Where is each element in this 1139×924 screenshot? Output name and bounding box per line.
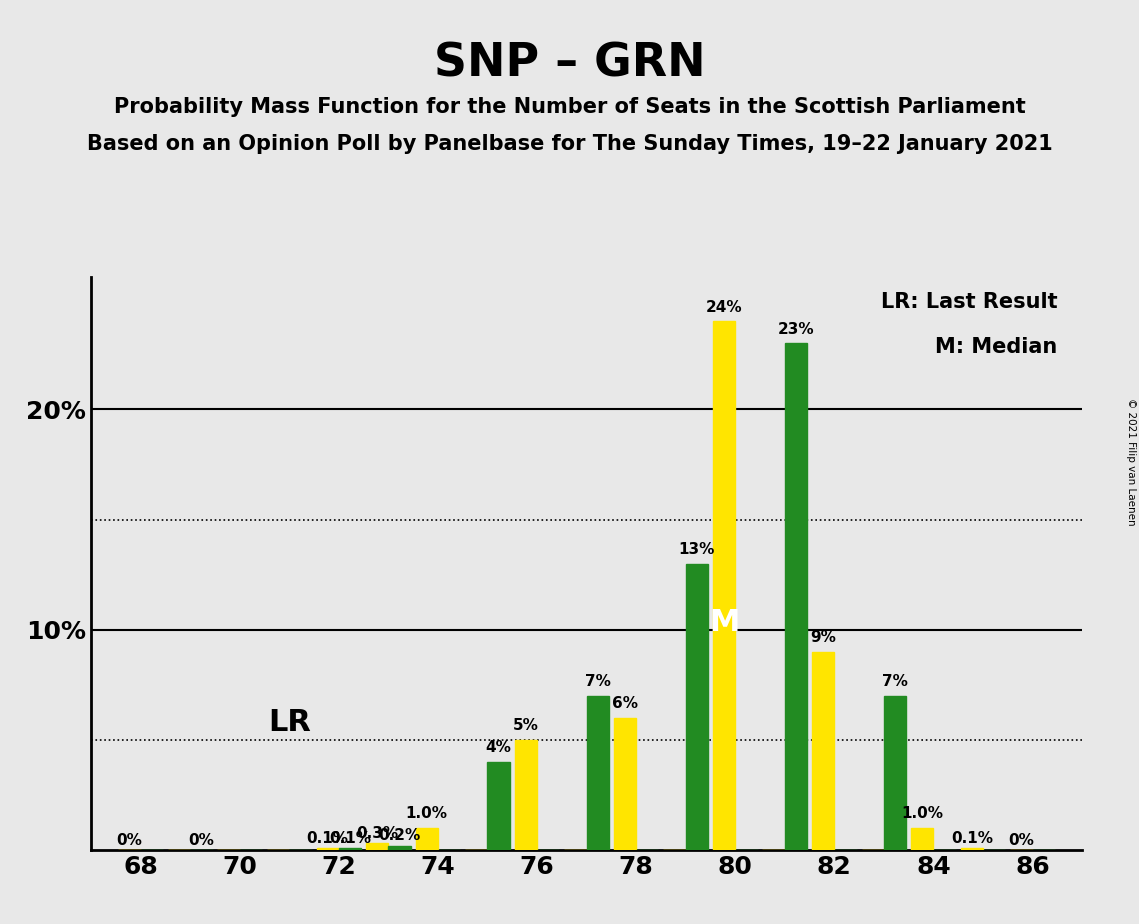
Text: 0.1%: 0.1%	[951, 831, 993, 845]
Bar	[366, 844, 388, 850]
Text: © 2021 Filip van Laenen: © 2021 Filip van Laenen	[1126, 398, 1136, 526]
Bar	[416, 828, 439, 850]
Text: 0.1%: 0.1%	[306, 831, 349, 845]
Text: 0%: 0%	[188, 833, 214, 848]
Text: 0.1%: 0.1%	[329, 831, 371, 845]
Text: 0%: 0%	[1008, 833, 1034, 848]
Text: 7%: 7%	[882, 675, 908, 689]
Text: M: Median: M: Median	[935, 337, 1057, 358]
Bar	[713, 322, 736, 850]
Bar	[785, 344, 808, 850]
Text: 0.2%: 0.2%	[378, 829, 420, 844]
Text: 6%: 6%	[612, 697, 638, 711]
Text: 24%: 24%	[706, 299, 743, 315]
Text: LR: Last Result: LR: Last Result	[880, 292, 1057, 311]
Text: 0.3%: 0.3%	[357, 826, 399, 841]
Bar	[317, 848, 339, 850]
Bar	[812, 651, 835, 850]
Text: 5%: 5%	[513, 718, 539, 734]
Text: M: M	[708, 608, 739, 638]
Text: 23%: 23%	[778, 322, 814, 336]
Text: Probability Mass Function for the Number of Seats in the Scottish Parliament: Probability Mass Function for the Number…	[114, 97, 1025, 117]
Bar	[911, 828, 934, 850]
Bar	[960, 848, 983, 850]
Bar	[614, 718, 637, 850]
Text: 9%: 9%	[810, 630, 836, 645]
Text: LR: LR	[268, 708, 311, 736]
Bar	[686, 564, 708, 850]
Text: 4%: 4%	[485, 740, 511, 755]
Text: 0%: 0%	[116, 833, 142, 848]
Bar	[587, 696, 609, 850]
Text: 7%: 7%	[584, 675, 611, 689]
Text: 1.0%: 1.0%	[901, 807, 943, 821]
Bar	[487, 762, 510, 850]
Bar	[884, 696, 907, 850]
Bar	[515, 740, 538, 850]
Text: Based on an Opinion Poll by Panelbase for The Sunday Times, 19–22 January 2021: Based on an Opinion Poll by Panelbase fo…	[87, 134, 1052, 154]
Bar	[339, 848, 361, 850]
Bar	[388, 845, 411, 850]
Text: 13%: 13%	[679, 542, 715, 557]
Text: 1.0%: 1.0%	[405, 807, 448, 821]
Text: SNP – GRN: SNP – GRN	[434, 42, 705, 87]
